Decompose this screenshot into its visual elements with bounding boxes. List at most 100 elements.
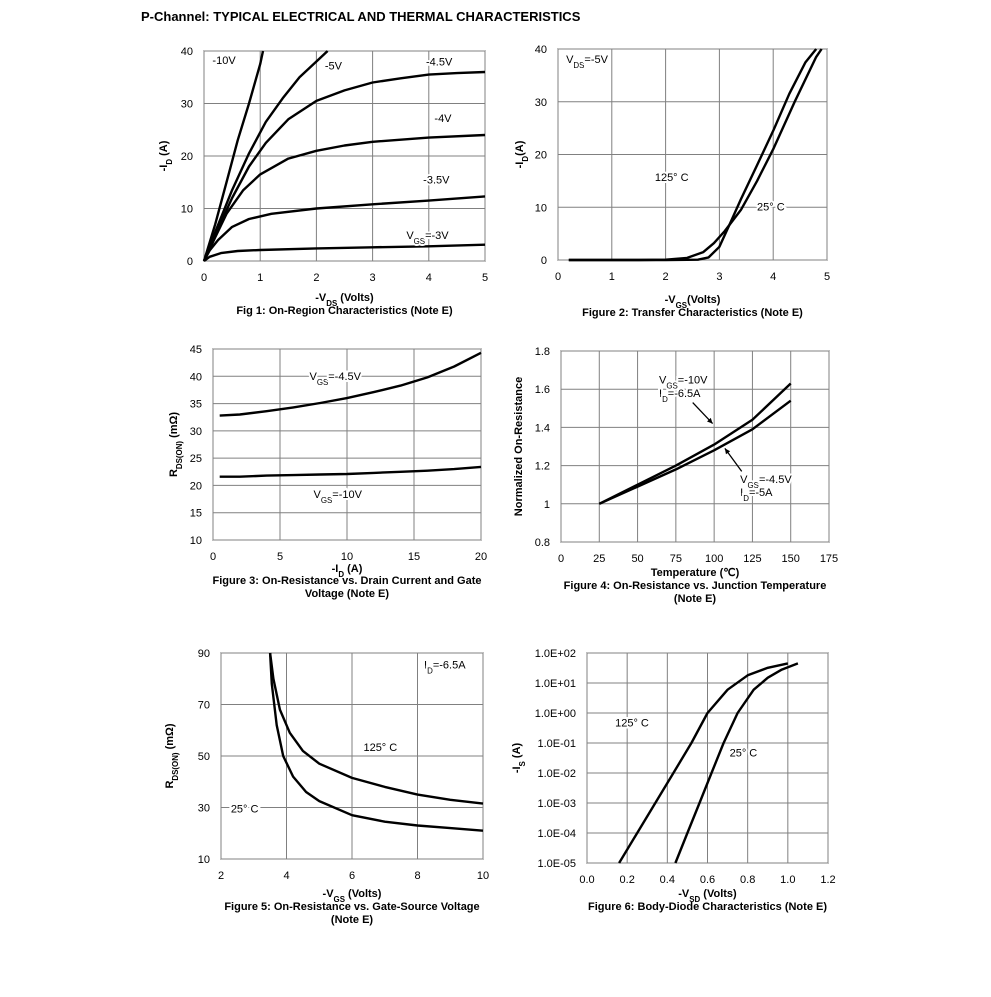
x-tick-label: 0.0 [579,874,594,886]
annotation-label: VGS=-3V [406,230,449,246]
y-tick-label: 30 [535,97,547,109]
y-tick-label: 10 [535,202,547,214]
x-tick-label: 3 [716,271,722,283]
y-tick-label: 40 [181,46,193,58]
annotation-label: 125° C [363,742,397,754]
x-tick-label: 5 [824,271,830,283]
figure-caption: Voltage (Note E) [305,588,389,600]
annotation-label: 125° C [615,718,649,730]
series-line-1 [618,662,789,864]
figure-caption: Figure 6: Body-Diode Characteristics (No… [588,901,827,913]
y-tick-label: 1.0E-04 [537,828,576,840]
figure-caption: Figure 4: On-Resistance vs. Junction Tem… [564,580,827,592]
series-line-2 [598,399,792,505]
y-tick-label: 25 [190,453,202,465]
x-tick-label: 4 [283,870,289,882]
annotation-label: ID=-5A [740,487,773,503]
x-tick-label: 0 [210,551,216,563]
series-line-1 [219,351,482,417]
annotation-label: 125° C [655,172,689,184]
annotation-label: VGS=-4.5V [309,371,361,387]
y-tick-label: 10 [181,204,193,216]
y-tick-label: 90 [198,648,210,660]
y-tick-label: 30 [190,426,202,438]
chart-fig5: 2 4 6 8 10 10 30 50 70 90 ID=-6.5A 125° C 25° C -VGS … [164,648,489,926]
x-tick-label: 75 [670,553,682,565]
y-tick-label: 1.0E+01 [535,678,576,690]
y-tick-label: 1.6 [535,384,550,396]
y-tick-label: 1.0E-01 [537,738,576,750]
annotation-label: ID=-6.5A [659,388,701,404]
y-tick-label: 20 [181,151,193,163]
series-line-6 [203,243,486,262]
series-line-2 [674,662,799,864]
chart-fig2: 0 1 2 3 4 5 0 10 20 30 40 VDS=-5V 125° C 25° C -VGS(Vo… [514,44,830,319]
x-axis-label: -VGS (Volts) [323,888,382,904]
y-tick-label: 1.0E-03 [537,798,576,810]
y-tick-label: 1.0E+02 [535,648,576,660]
y-tick-label: 1.0E-02 [537,768,576,780]
annotation-label: -10V [212,55,236,67]
y-tick-label: 40 [190,371,202,383]
x-tick-label: 0.6 [700,874,715,886]
y-tick-label: 1.2 [535,461,550,473]
y-tick-label: 1.8 [535,346,550,358]
x-tick-label: 100 [705,553,723,565]
x-tick-label: 20 [475,551,487,563]
annotation-label: 25° C [730,748,758,760]
x-tick-label: 1.0 [780,874,795,886]
series-line-2 [202,50,329,262]
annotation-label: VGS=-10V [314,489,363,505]
x-axis-label: -VDS (Volts) [315,292,374,308]
chart-fig6: 0.0 0.2 0.4 0.6 0.8 1.0 1.2 1.0E-05 1.0E-04 1.0E-… [511,648,836,913]
series-line-2 [268,652,484,832]
x-tick-label: 0 [558,553,564,565]
x-tick-label: 5 [277,551,283,563]
chart-fig4: 0 25 50 75 100 125 150 175 0.8 1 1.2 1.4 1.6 1.8 VGS=-… [513,346,838,605]
y-tick-label: 0 [187,256,193,268]
y-tick-label: 15 [190,508,202,520]
x-tick-label: 0.8 [740,874,755,886]
y-axis-label: -ID (A) [158,140,174,171]
series-line-1 [598,382,792,505]
figure-caption: Figure 3: On-Resistance vs. Drain Curren… [213,575,482,587]
series-line-1 [268,652,484,805]
chart-fig1: 0 1 2 3 4 5 0 10 20 30 40 -10V -5V -4.5V -4V -3.5V VGS=-… [158,46,488,317]
annotation-label: ID=-6.5A [424,659,466,675]
figure-caption: Figure 5: On-Resistance vs. Gate-Source … [224,901,479,913]
y-tick-label: 30 [181,99,193,111]
y-tick-label: 35 [190,399,202,411]
y-axis-label: -IS (A) [511,742,527,773]
annotation-label: -4V [434,113,452,125]
y-axis-label: RDS(ON) (mΩ) [164,723,180,788]
arrow-head [707,417,713,424]
x-tick-label: 1 [609,271,615,283]
x-tick-label: 1.2 [820,874,835,886]
x-axis-label: Temperature (℃) [651,567,740,579]
y-tick-label: 10 [190,535,202,547]
y-tick-label: 1 [544,499,550,511]
x-tick-label: 125 [743,553,761,565]
y-tick-label: 0.8 [535,537,550,549]
y-tick-label: 30 [198,803,210,815]
x-tick-label: 4 [426,272,432,284]
plot-area [560,350,830,543]
y-tick-label: 40 [535,44,547,56]
series-line-5 [202,195,486,262]
series-line-3 [202,70,486,262]
figure-caption: (Note E) [331,914,374,926]
y-tick-label: 20 [535,150,547,162]
x-tick-label: 2 [313,272,319,284]
y-axis-label: -ID(A) [514,140,530,168]
annotation-label: VGS=-10V [659,374,708,390]
annotation-label: -4.5V [426,57,453,69]
x-tick-label: 25 [593,553,605,565]
annotation-label: 25° C [757,201,785,213]
y-tick-label: 10 [198,854,210,866]
x-tick-label: 5 [482,272,488,284]
annotation-label: -3.5V [423,174,450,186]
series-line-4 [202,133,486,262]
figure-caption: (Note E) [674,593,717,605]
x-tick-label: 0 [555,271,561,283]
